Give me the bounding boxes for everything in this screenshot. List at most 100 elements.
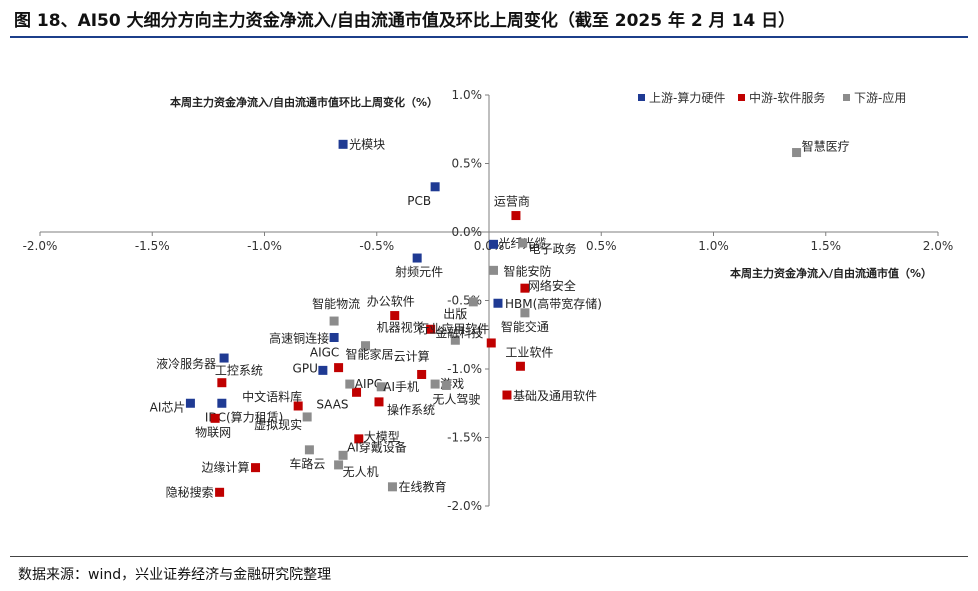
data-point-label: 工业软件: [505, 345, 553, 359]
footer-divider: [10, 556, 968, 557]
data-point: [520, 283, 530, 293]
data-point-label: HBM(高带宽存储): [505, 296, 602, 311]
legend: 上游-算力硬件 中游-软件服务 下游-应用: [638, 90, 906, 105]
data-point: [511, 211, 521, 221]
data-point-label: 高速铜连接: [269, 330, 329, 345]
data-point: [329, 316, 339, 326]
x-tick-label: -0.5%: [359, 239, 394, 253]
data-point: [354, 434, 364, 444]
title-divider: [10, 36, 968, 38]
data-point-label: 大模型: [364, 430, 400, 444]
data-point: [215, 487, 225, 497]
data-point-label: 车路云: [289, 456, 325, 471]
x-tick-label: -1.0%: [247, 239, 282, 253]
data-point-label: AI手机: [383, 380, 419, 394]
legend-label: 上游-算力硬件: [649, 90, 725, 105]
x-tick-labels: -2.0%-1.5%-1.0%-0.5%0.0%0.5%1.0%1.5%2.0%: [23, 232, 953, 253]
legend-label: 下游-应用: [854, 90, 906, 105]
data-point-label: 射频元件: [395, 264, 443, 279]
data-point: [302, 412, 312, 422]
data-point-label: 智能交通: [501, 319, 549, 334]
y-tick-label: 0.5%: [452, 157, 483, 171]
data-point: [387, 482, 397, 492]
legend-marker: [843, 94, 850, 101]
data-point-label: PCB: [407, 194, 431, 208]
legend-label: 中游-软件服务: [749, 90, 825, 105]
data-point: [374, 397, 384, 407]
data-point-label: 隐秘搜索: [166, 484, 214, 499]
data-point: [486, 338, 496, 348]
data-point-label: 金融科技: [435, 325, 483, 340]
data-point-label: 在线教育: [398, 479, 446, 494]
data-point: [430, 379, 440, 389]
data-point: [338, 139, 348, 149]
data-point: [412, 253, 422, 263]
data-point: [185, 398, 195, 408]
figure-title: 图 18、AI50 大细分方向主力资金净流入/自由流通市值及环比上周变化（截至 …: [14, 11, 796, 31]
data-point-label: 光模块: [349, 137, 385, 151]
data-point: [345, 379, 355, 389]
data-point: [515, 361, 525, 371]
data-point: [502, 390, 512, 400]
data-point: [518, 238, 528, 248]
data-point-label: 操作系统: [387, 402, 435, 417]
data-point-label: AIPC: [355, 377, 382, 391]
data-point: [304, 445, 314, 455]
y-tick-label: 0.0%: [452, 225, 483, 239]
data-point: [219, 353, 229, 363]
data-point-label: 无人机: [343, 465, 379, 479]
data-point-label: IDC(算力租赁): [205, 409, 284, 424]
data-point: [334, 363, 344, 373]
data-point-label: 中文语料库: [242, 389, 302, 404]
x-tick-label: 1.0%: [698, 239, 729, 253]
y-tick-label: -2.0%: [447, 499, 482, 513]
data-point-label: 网络安全: [528, 278, 576, 293]
data-point: [338, 450, 348, 460]
x-tick-label: -1.5%: [135, 239, 170, 253]
y-tick-label: -1.5%: [447, 431, 482, 445]
data-points: 光模块PCB射频元件光纤光缆HBM(高带宽存储)高速铜连接液冷服务器GPUAI芯…: [150, 137, 850, 499]
data-point: [520, 308, 530, 318]
data-point-label: 无人驾驶: [432, 391, 480, 406]
data-point-label: 基础及通用软件: [513, 389, 597, 403]
data-point: [210, 413, 220, 423]
data-point: [318, 365, 328, 375]
data-point-label: 运营商: [494, 194, 530, 209]
y-tick-label: 1.0%: [452, 88, 483, 102]
data-point: [334, 460, 344, 470]
data-point-label: 物联网: [195, 425, 231, 439]
data-point: [329, 332, 339, 342]
data-point: [251, 463, 261, 473]
data-point: [450, 335, 460, 345]
data-point-label: SAAS: [316, 397, 348, 411]
x-tick-label: -2.0%: [23, 239, 58, 253]
data-point: [376, 382, 386, 392]
data-point-label: 行业应用软件: [417, 321, 489, 336]
x-axis-label: 本周主力资金净流入/自由流通市值（%）: [730, 266, 932, 280]
data-point-label: 电子政务: [529, 241, 577, 256]
data-point-label: AI芯片: [150, 400, 186, 414]
data-point-label: 虚拟现实: [254, 417, 302, 432]
data-point-label: AIGC: [310, 346, 339, 360]
data-point: [441, 380, 451, 390]
data-point-label: 工控系统: [215, 364, 263, 378]
data-point-label: AI穿戴设备: [347, 439, 407, 454]
data-point: [217, 378, 227, 388]
y-axis-label: 本周主力资金净流入/自由流通市值环比上周变化（%）: [170, 95, 438, 109]
data-point-label: 办公软件: [367, 294, 415, 309]
legend-marker: [738, 94, 745, 101]
data-point: [493, 298, 503, 308]
data-point-label: 智慧医疗: [802, 139, 850, 154]
y-tick-labels: 1.0%0.5%0.0%-0.5%-1.0%-1.5%-2.0%: [447, 88, 489, 513]
data-point-label: 云计算: [394, 348, 430, 363]
data-point-label: 智能家居: [346, 347, 394, 362]
x-tick-label: 1.5%: [811, 239, 842, 253]
data-point: [426, 324, 436, 334]
data-point: [293, 401, 303, 411]
data-point: [361, 341, 371, 351]
data-point: [488, 265, 498, 275]
source-note: 数据来源：wind，兴业证券经济与金融研究院整理: [18, 567, 332, 583]
y-tick-label: -1.0%: [447, 362, 482, 376]
data-point-label: GPU: [293, 361, 318, 375]
data-point: [390, 311, 400, 321]
